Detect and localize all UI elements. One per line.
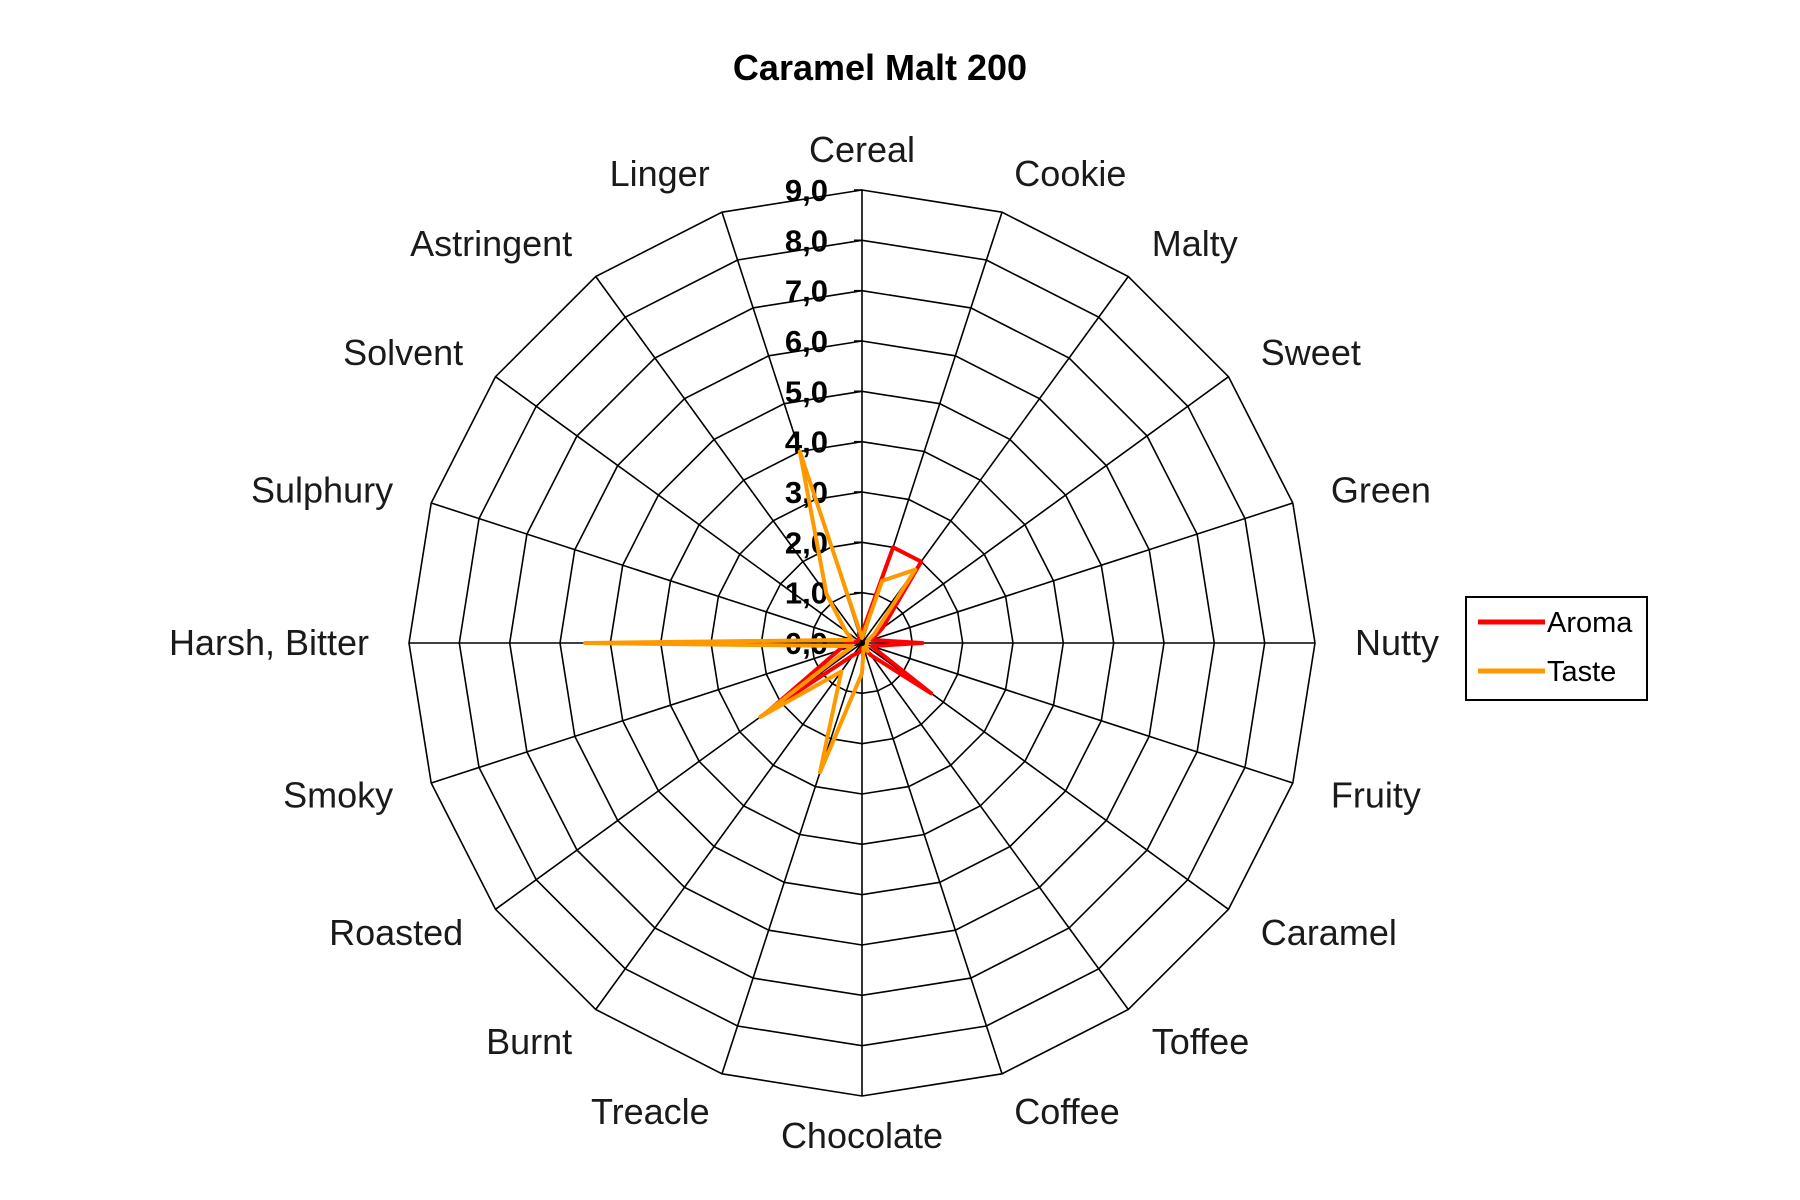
spoke-treacle xyxy=(721,642,863,1075)
spoke-sweet xyxy=(861,376,1229,644)
tick-label-8: 8,0 xyxy=(785,223,828,258)
tick-label-7: 7,0 xyxy=(785,274,828,309)
axis-label-chocolate: Chocolate xyxy=(781,1115,943,1156)
spoke-toffee xyxy=(861,642,1129,1010)
tick-label-4: 4,0 xyxy=(785,425,828,460)
tick-label-1: 1,0 xyxy=(785,576,828,611)
spoke-coffee xyxy=(861,642,1003,1075)
axis-label-roasted: Roasted xyxy=(329,912,463,953)
axis-label-cookie: Cookie xyxy=(1014,153,1126,194)
axis-label-nutty: Nutty xyxy=(1355,622,1439,663)
axis-label-fruity: Fruity xyxy=(1331,774,1421,815)
axis-labels: Cereal Cookie Malty Sweet Green Nutty Fruity Ca… xyxy=(169,129,1439,1156)
axis-label-treacle: Treacle xyxy=(591,1091,710,1132)
legend-label-taste: Taste xyxy=(1547,656,1616,688)
tick-label-5: 5,0 xyxy=(785,374,828,409)
spoke-burnt xyxy=(595,642,863,1010)
axis-label-burnt: Burnt xyxy=(486,1021,572,1062)
series-taste xyxy=(583,449,918,775)
axis-label-green: Green xyxy=(1331,470,1431,511)
axis-label-caramel: Caramel xyxy=(1261,912,1397,953)
axis-label-harsh-bitter: Harsh, Bitter xyxy=(169,622,369,663)
legend-label-aroma: Aroma xyxy=(1547,607,1633,639)
axis-label-solvent: Solvent xyxy=(343,332,463,373)
spoke-fruity xyxy=(861,642,1294,784)
legend-box xyxy=(1465,596,1648,701)
tick-label-9: 9,0 xyxy=(785,173,828,208)
axis-label-astringent: Astringent xyxy=(410,223,572,264)
spoke-solvent xyxy=(495,376,863,644)
spoke-astringent xyxy=(595,276,863,644)
spoke-green xyxy=(861,502,1294,644)
series-lines xyxy=(583,449,934,775)
axis-label-cereal: Cereal xyxy=(809,129,915,170)
axis-label-malty: Malty xyxy=(1152,223,1238,264)
axis-label-toffee: Toffee xyxy=(1152,1021,1249,1062)
chart-title: Caramel Malt 200 xyxy=(733,47,1027,88)
axis-label-linger: Linger xyxy=(610,153,710,194)
legend: Aroma Taste xyxy=(1465,596,1648,701)
axis-label-coffee: Coffee xyxy=(1014,1091,1119,1132)
axis-label-smoky: Smoky xyxy=(283,774,393,815)
tick-label-2: 2,0 xyxy=(785,525,828,560)
tick-label-6: 6,0 xyxy=(785,324,828,359)
axis-label-sweet: Sweet xyxy=(1261,332,1361,373)
spoke-sulphury xyxy=(430,502,863,644)
axis-label-sulphury: Sulphury xyxy=(251,470,393,511)
spoke-smoky xyxy=(430,642,863,784)
